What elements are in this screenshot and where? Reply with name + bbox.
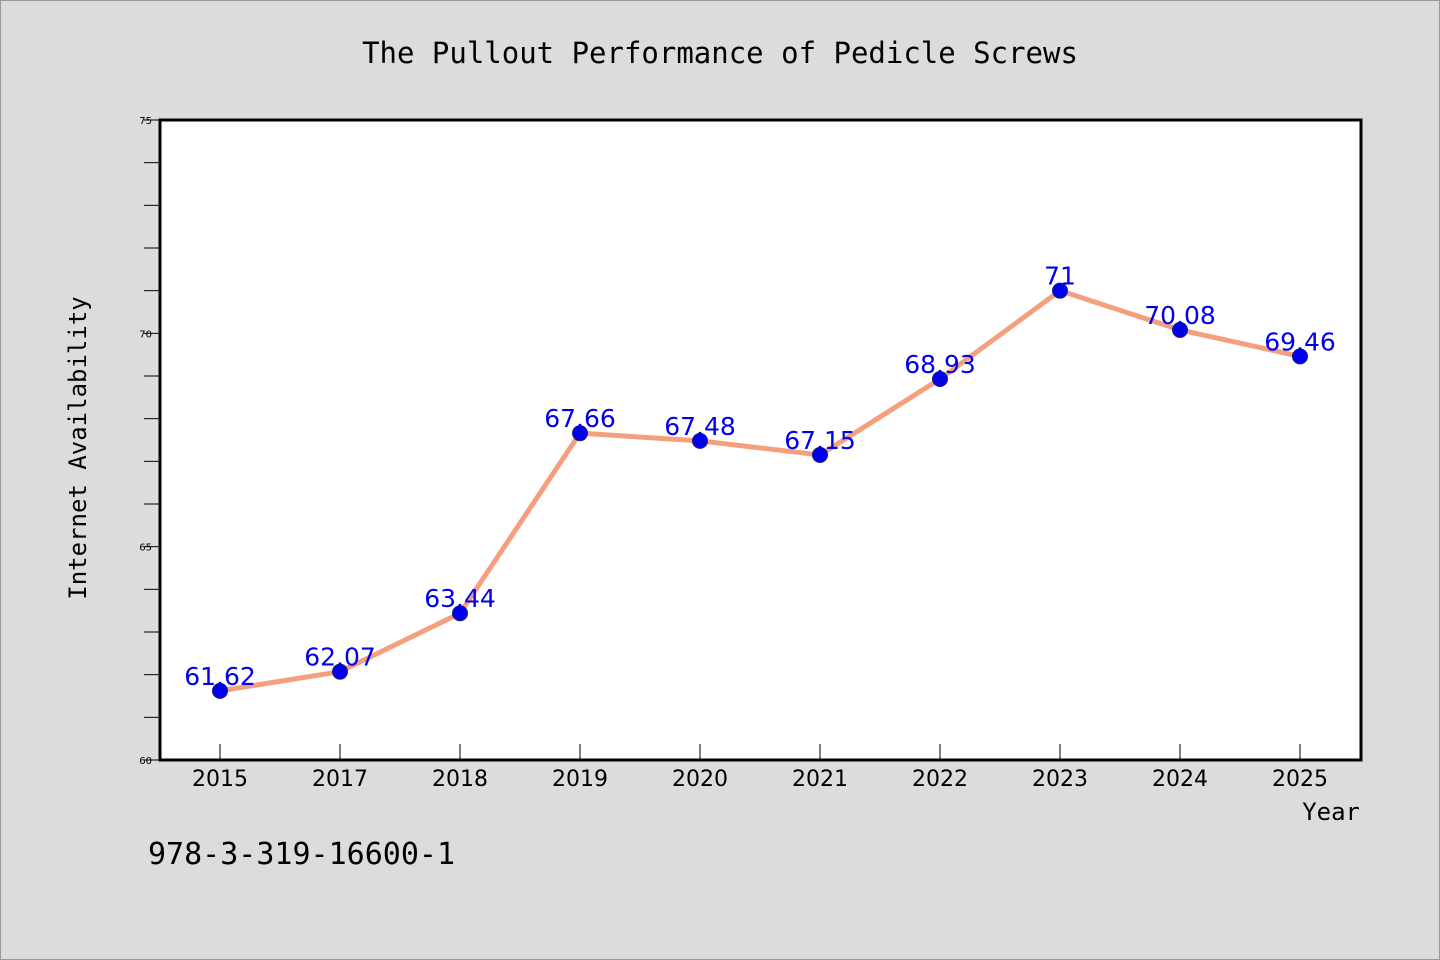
x-tick-label: 2019 [552,767,608,792]
data-point [1172,321,1188,338]
data-point [932,370,948,387]
data-label: 67.48 [664,412,736,441]
x-tick-label: 2015 [192,767,248,792]
x-tick-label: 2018 [432,767,488,792]
series-line [217,288,1303,694]
data-label: 71 [1044,262,1076,291]
plot-area [158,118,1363,762]
data-point [572,425,588,442]
data-point [1292,348,1308,365]
data-label: 69.46 [1264,327,1336,356]
data-point [692,432,708,449]
data-point [812,446,828,463]
x-tick-label: 2023 [1032,767,1088,792]
y-tick-label: 70 [139,329,152,340]
x-tick-label: 2020 [672,767,728,792]
x-axis: 2015 2017 2018 2019 2020 2021 2022 2023 2024 2025 [192,744,1328,792]
y-tick-label: 75 [139,116,152,127]
series-layer: 61.62 62.07 63.44 67.66 67.48 67.15 68.93 71 70.… [184,262,1336,699]
y-tick-label: 60 [139,756,152,767]
y-axis: 60 65 70 75 [139,116,160,767]
chart-title: The Pullout Performance of Pedicle Screw… [362,36,1078,70]
x-axis-label: Year [1302,798,1360,826]
x-tick-label: 2017 [312,767,368,792]
x-tick-label: 2025 [1272,767,1328,792]
data-label: 61.62 [184,662,256,691]
data-label: 67.15 [784,426,856,455]
data-label: 67.66 [544,404,616,433]
y-axis-label: Internet Availability [64,296,92,599]
data-label: 62.07 [304,643,376,672]
data-point [332,663,348,680]
x-tick-label: 2021 [792,767,848,792]
y-tick-label: 65 [139,543,152,554]
data-label: 70.08 [1144,301,1216,330]
x-tick-label: 2022 [912,767,968,792]
x-tick-label: 2024 [1152,767,1208,792]
data-point [452,605,468,622]
data-label: 63.44 [424,584,496,613]
data-label: 68.93 [904,350,976,379]
isbn-footer: 978-3-319-16600-1 [148,837,455,872]
data-point [212,682,228,699]
data-point [1052,282,1068,299]
